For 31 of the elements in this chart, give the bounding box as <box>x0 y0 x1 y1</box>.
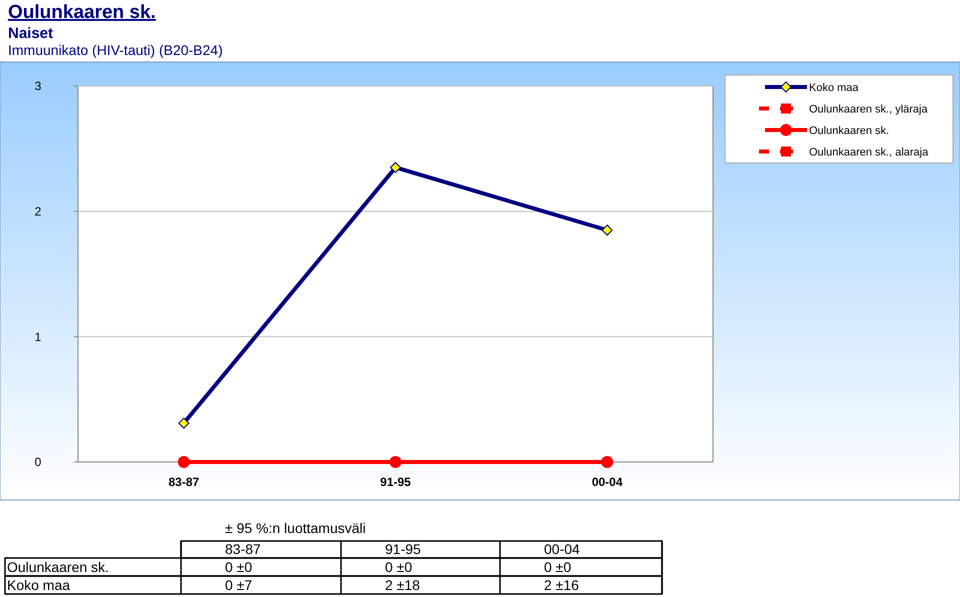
legend-label: Oulunkaaren sk., alaraja <box>809 146 930 158</box>
point <box>602 224 613 236</box>
data-label: 2 ±18 <box>385 577 420 593</box>
data-label: 2 ±16 <box>544 577 580 593</box>
x-tick-label: 91-95 <box>380 475 412 489</box>
y-tick-label: 2 <box>34 204 42 219</box>
y-tick-label: 0 <box>34 455 42 470</box>
text: Koko maa <box>7 577 70 593</box>
category-label: 83-87 <box>225 541 261 557</box>
point <box>178 456 190 468</box>
text: ± 95 %:n luottamusväli <box>225 520 366 536</box>
data-label: 0 ±0 <box>544 559 572 575</box>
point <box>390 456 402 468</box>
x-tick-label: 00-04 <box>592 475 623 489</box>
text: Oulunkaaren sk. <box>7 559 109 575</box>
point <box>178 418 190 429</box>
chart-subtitle: Naiset Immuunikato (HIV-tauti) (B20-B24) <box>8 25 223 58</box>
legend-label: Koko maa <box>809 82 860 94</box>
y-tick-label: 1 <box>34 330 42 344</box>
x-tick-label: 83-87 <box>168 475 200 489</box>
data-label: 0 ±0 <box>225 559 252 575</box>
chart-title: Oulunkaaren sk. <box>8 2 156 23</box>
category-label: 00-04 <box>544 541 580 557</box>
point <box>390 162 401 173</box>
legend-label: Oulunkaaren sk., yläraja <box>809 103 928 116</box>
data-label: 0 ±0 <box>385 559 412 575</box>
point <box>601 456 614 468</box>
category-label: 91-95 <box>385 541 421 557</box>
data-label: 0 ±7 <box>225 577 252 593</box>
legend-label: Oulunkaaren sk. <box>809 124 890 137</box>
y-tick-label: 3 <box>34 79 42 94</box>
